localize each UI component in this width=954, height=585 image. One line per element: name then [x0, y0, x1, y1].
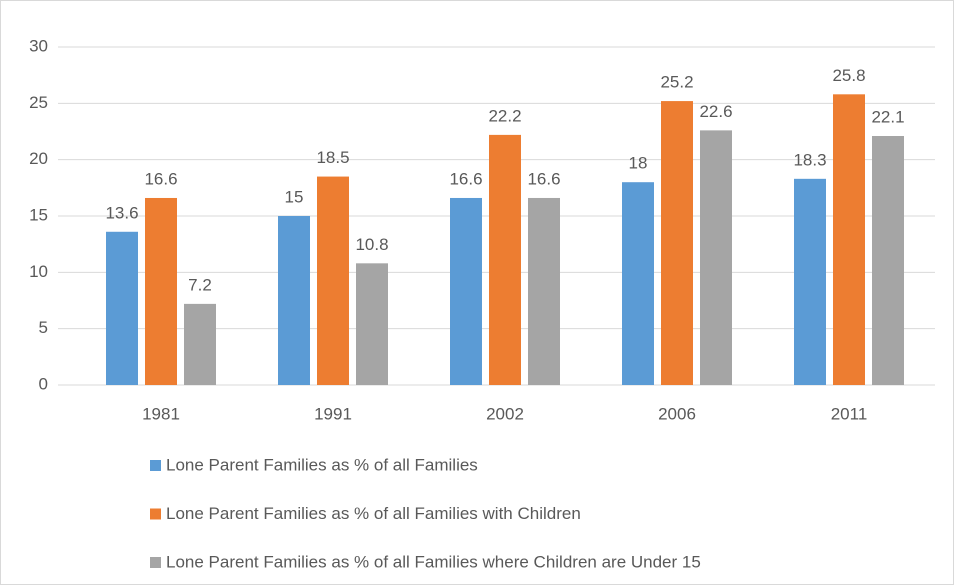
bar — [145, 197, 177, 385]
bar — [661, 101, 693, 385]
data-label: 22.2 — [488, 106, 521, 125]
bar — [833, 94, 865, 385]
legend-swatch — [150, 508, 161, 520]
bar — [872, 136, 904, 385]
bar — [356, 263, 388, 385]
data-label: 10.8 — [355, 235, 388, 254]
data-label: 13.6 — [105, 203, 138, 222]
bar — [450, 197, 482, 385]
legend-label: Lone Parent Families as % of all Familie… — [166, 504, 581, 523]
y-tick-label: 30 — [29, 36, 48, 55]
bar — [184, 303, 216, 385]
x-tick-label: 1991 — [314, 404, 352, 423]
data-label: 22.6 — [699, 102, 732, 121]
bar — [278, 216, 310, 385]
data-label: 25.8 — [832, 66, 865, 85]
data-label: 15 — [285, 187, 304, 206]
bar — [794, 178, 826, 385]
y-tick-label: 0 — [39, 374, 48, 393]
data-label: 16.6 — [527, 169, 560, 188]
bar — [700, 130, 732, 385]
data-label: 16.6 — [449, 169, 482, 188]
x-tick-label: 1981 — [142, 404, 180, 423]
y-tick-label: 5 — [39, 318, 48, 337]
data-label: 16.6 — [144, 169, 177, 188]
x-tick-label: 2011 — [831, 404, 868, 423]
data-label: 22.1 — [871, 107, 904, 126]
data-label: 18.5 — [316, 148, 349, 167]
x-tick-label: 2002 — [486, 404, 524, 423]
legend-swatch — [150, 460, 161, 471]
data-label: 18 — [629, 154, 648, 173]
bar — [528, 197, 560, 385]
legend-swatch — [150, 557, 161, 568]
data-label: 18.3 — [793, 150, 826, 169]
y-tick-label: 10 — [29, 262, 48, 281]
legend-label: Lone Parent Families as % of all Familie… — [166, 552, 701, 571]
bar — [317, 176, 349, 385]
x-tick-label: 2006 — [658, 404, 696, 423]
legend-label: Lone Parent Families as % of all Familie… — [166, 455, 478, 474]
bar — [622, 182, 654, 385]
data-label: 7.2 — [188, 275, 212, 294]
data-label: 25.2 — [660, 73, 693, 92]
y-tick-label: 20 — [29, 149, 48, 168]
bar — [106, 231, 138, 385]
y-tick-label: 15 — [29, 205, 48, 224]
bar — [489, 134, 521, 385]
y-tick-label: 25 — [29, 93, 48, 112]
